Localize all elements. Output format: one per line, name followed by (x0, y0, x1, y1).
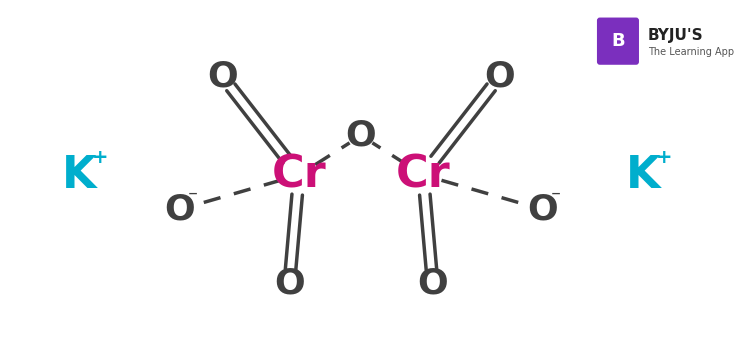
Text: The Learning App: The Learning App (647, 47, 734, 57)
Text: ⁻: ⁻ (188, 188, 198, 207)
Text: Cr: Cr (272, 154, 326, 196)
Text: Cr: Cr (396, 154, 451, 196)
Text: O: O (207, 60, 238, 93)
Text: +: + (92, 148, 109, 167)
Text: B: B (611, 32, 625, 50)
Text: O: O (274, 266, 304, 300)
Text: O: O (484, 60, 515, 93)
Text: O: O (164, 193, 195, 226)
Text: ⁻: ⁻ (550, 188, 561, 207)
Text: K: K (62, 154, 97, 196)
Text: +: + (656, 148, 672, 167)
Text: BYJU'S: BYJU'S (647, 28, 704, 43)
Text: O: O (417, 266, 448, 300)
Text: O: O (346, 119, 376, 153)
Text: O: O (527, 193, 558, 226)
FancyBboxPatch shape (597, 18, 639, 65)
Text: K: K (626, 154, 660, 196)
